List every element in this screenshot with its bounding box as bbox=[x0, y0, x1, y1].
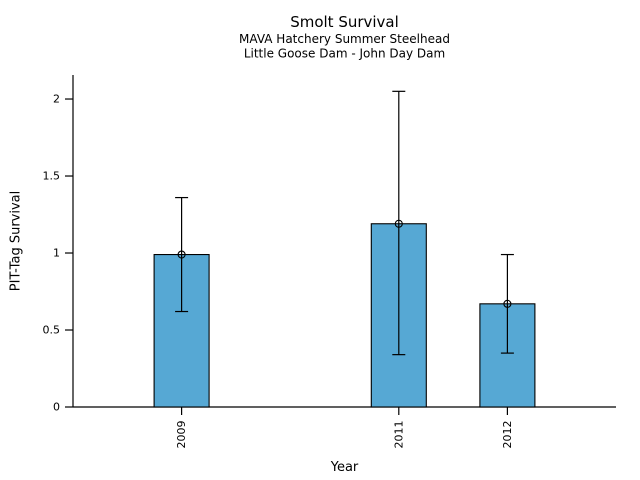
point-marker-2009 bbox=[177, 250, 186, 259]
x-tick-label-2009: 2009 bbox=[175, 421, 188, 449]
x-tick-label-2012: 2012 bbox=[501, 421, 514, 449]
x-axis-title: Year bbox=[330, 460, 359, 475]
point-marker-2012 bbox=[503, 299, 512, 308]
y-tick-label-0.5: 0.5 bbox=[43, 324, 61, 337]
chart-subtitle-line2: Little Goose Dam - John Day Dam bbox=[244, 47, 445, 61]
point-marker-2011 bbox=[394, 219, 403, 228]
y-tick-label-1.5: 1.5 bbox=[43, 170, 61, 183]
y-tick-label-1: 1 bbox=[53, 247, 60, 260]
plot-area: 0 0.5 1 1.5 2 2009 2011 2012 bbox=[43, 75, 616, 449]
chart-title: Smolt Survival bbox=[290, 13, 399, 31]
y-tick-label-2: 2 bbox=[53, 93, 60, 106]
chart-subtitle-line1: MAVA Hatchery Summer Steelhead bbox=[239, 32, 450, 46]
x-tick-label-2011: 2011 bbox=[392, 421, 405, 449]
y-tick-label-0: 0 bbox=[53, 401, 60, 414]
y-axis-title: PIT-Tag Survival bbox=[9, 191, 24, 291]
